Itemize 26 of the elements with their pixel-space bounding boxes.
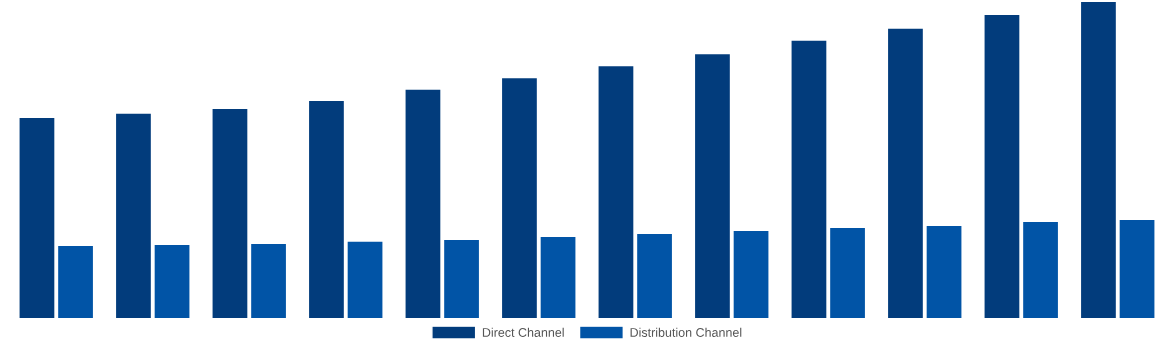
legend-label: Distribution Channel xyxy=(630,327,742,337)
bar xyxy=(637,233,672,318)
bar xyxy=(1119,220,1155,318)
bar xyxy=(791,40,827,318)
bar xyxy=(540,237,576,318)
bar xyxy=(154,245,190,318)
bar xyxy=(347,241,383,318)
bar xyxy=(58,245,93,318)
bar xyxy=(1081,2,1116,318)
bar xyxy=(733,231,769,318)
bar xyxy=(830,227,865,318)
bar xyxy=(19,117,55,318)
bar xyxy=(251,244,286,318)
bar xyxy=(502,78,537,318)
bar xyxy=(888,28,923,318)
bar xyxy=(405,89,441,318)
bar xyxy=(212,109,248,318)
bar xyxy=(984,14,1020,318)
bar xyxy=(695,54,730,318)
legend-label: Direct Channel xyxy=(482,327,564,337)
bar xyxy=(598,66,634,318)
bar xyxy=(116,113,151,318)
bar xyxy=(444,239,479,318)
bar xyxy=(1023,221,1058,318)
bar xyxy=(309,100,344,318)
bar xyxy=(926,226,962,318)
